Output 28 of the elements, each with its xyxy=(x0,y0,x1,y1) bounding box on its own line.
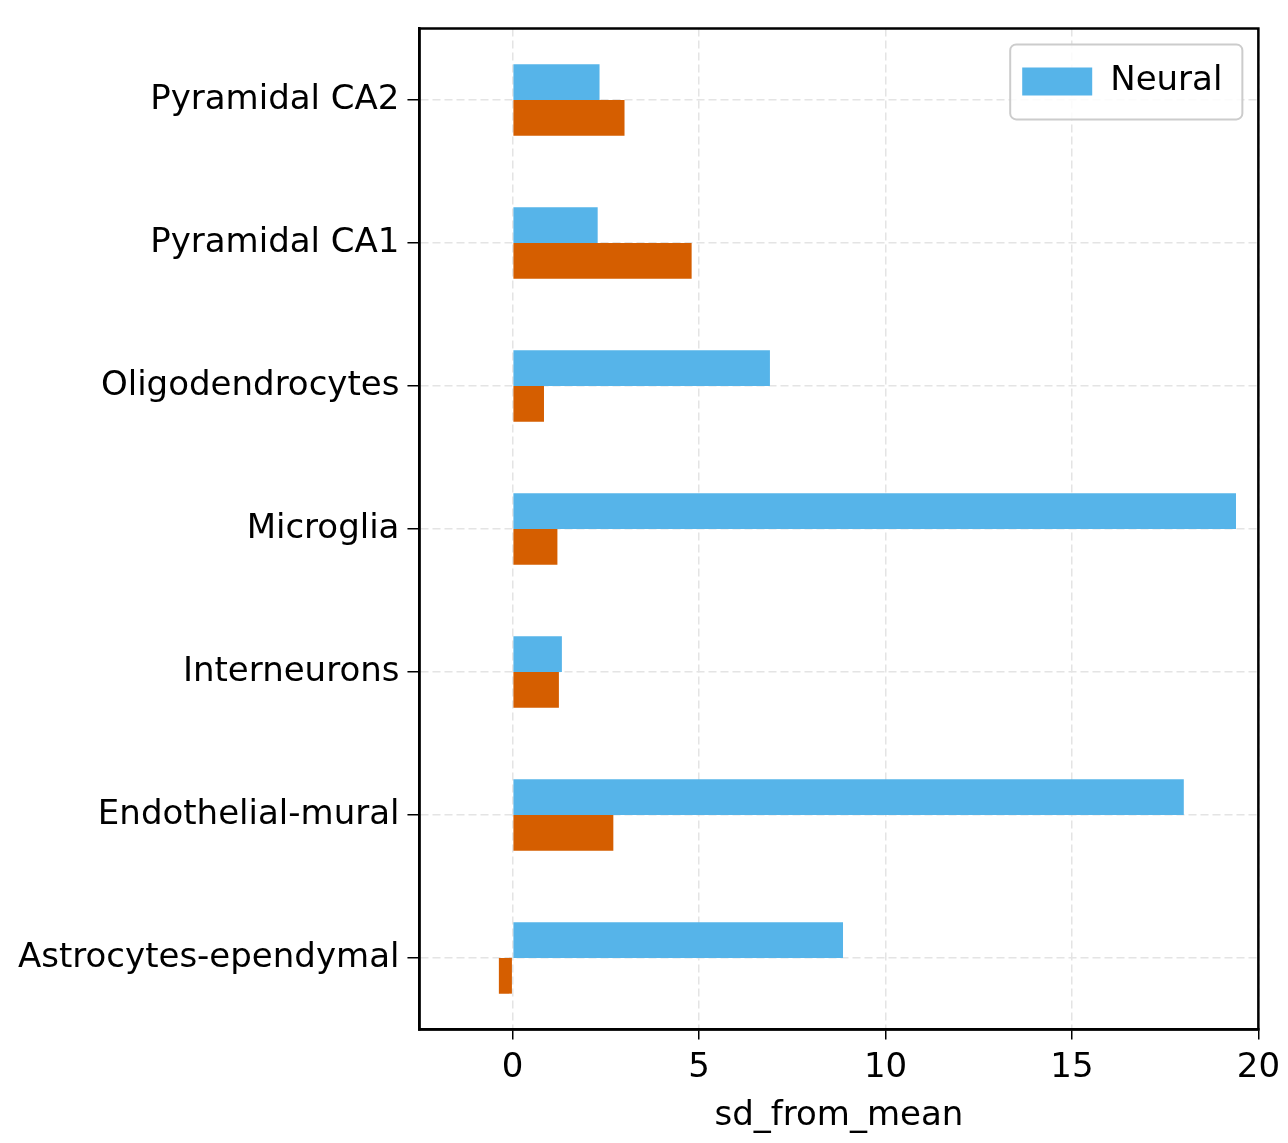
bar xyxy=(513,385,544,422)
x-tick-label: 15 xyxy=(1050,1044,1094,1085)
bar xyxy=(513,528,558,565)
bar xyxy=(513,64,600,100)
y-tick-label: Microglia xyxy=(246,505,400,546)
x-tick-label: 10 xyxy=(863,1044,908,1085)
bar xyxy=(513,350,770,386)
y-tick-label: Interneurons xyxy=(182,648,400,689)
bar xyxy=(513,671,559,708)
bar xyxy=(513,922,844,958)
bar xyxy=(513,242,692,279)
x-tick-label: 5 xyxy=(688,1044,710,1085)
bar xyxy=(513,207,598,243)
y-tick-label: Pyramidal CA2 xyxy=(150,76,400,117)
bar xyxy=(498,957,512,994)
x-axis-title: sd_from_mean xyxy=(714,1093,964,1134)
bar xyxy=(513,493,1236,529)
y-tick-label: Pyramidal CA1 xyxy=(150,219,400,260)
legend-label: Neural xyxy=(1110,58,1223,99)
x-tick-label: 20 xyxy=(1236,1044,1280,1085)
y-tick-label: Endothelial-mural xyxy=(97,791,400,832)
bar xyxy=(513,779,1184,815)
bar xyxy=(513,636,562,672)
y-tick-label: Oligodendrocytes xyxy=(100,362,400,403)
x-tick-label: 0 xyxy=(501,1044,524,1085)
bar xyxy=(513,814,614,851)
bar xyxy=(513,99,625,136)
y-tick-label: Astrocytes-ependymal xyxy=(17,934,400,975)
